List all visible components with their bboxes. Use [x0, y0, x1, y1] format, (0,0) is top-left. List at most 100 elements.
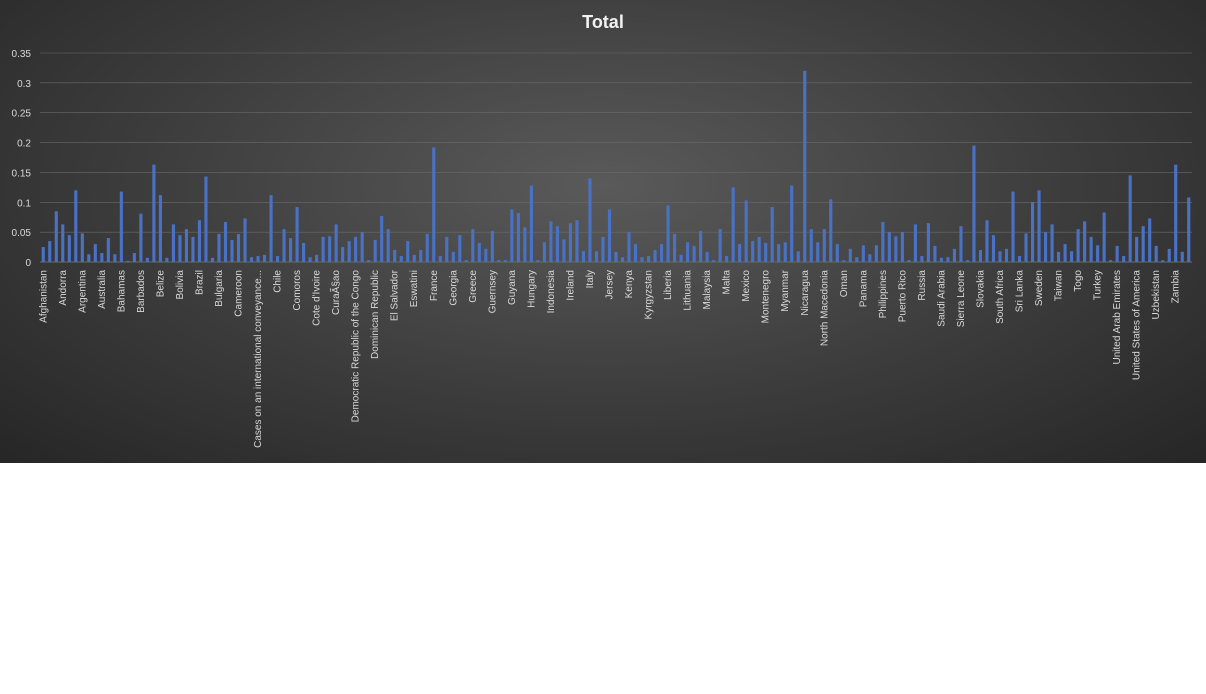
bar: [731, 187, 735, 262]
y-tick-label: 0.15: [12, 168, 32, 179]
x-tick-label: Oman: [839, 270, 850, 297]
bar: [477, 242, 481, 262]
bar: [315, 254, 319, 262]
x-tick-label: CuraÃ§ao: [329, 270, 342, 315]
bar: [926, 223, 930, 262]
x-tick-label: Barbados: [136, 270, 147, 313]
bar: [952, 248, 956, 262]
x-tick-label: Bahamas: [116, 270, 127, 312]
bar: [432, 147, 436, 262]
bar: [679, 254, 683, 262]
bar: [1174, 164, 1178, 262]
x-tick-label: Guyana: [507, 270, 518, 305]
bar: [1148, 218, 1152, 262]
bar: [1122, 256, 1126, 262]
bar: [80, 233, 84, 262]
bar: [946, 257, 950, 262]
bar: [471, 229, 475, 262]
x-tick-label: Argentina: [77, 270, 88, 313]
bar: [503, 260, 507, 262]
bar: [1024, 233, 1028, 262]
bar: [705, 251, 709, 262]
x-tick-label: Lithuania: [683, 270, 694, 311]
x-tick-label: Malta: [722, 270, 733, 295]
bar: [998, 251, 1002, 262]
bar: [1128, 175, 1132, 262]
bar: [1141, 226, 1145, 262]
bar: [119, 191, 123, 262]
bar: [445, 236, 449, 262]
bar: [959, 226, 963, 262]
x-tick-label: Russia: [917, 270, 928, 301]
x-tick-label: El Salvador: [390, 269, 401, 321]
bar: [87, 254, 91, 262]
bar: [113, 254, 117, 262]
bar-chart: 0 0.05 0.1 0.15 0.2 0.25 0.3 0.35 Afghanistan An…: [12, 49, 1192, 448]
bar: [770, 207, 774, 262]
bar: [881, 221, 885, 262]
bar: [588, 178, 592, 262]
bar: [197, 220, 202, 262]
bar: [341, 247, 345, 262]
bar: [321, 236, 325, 262]
bar: [334, 224, 338, 262]
x-tick-label: Sweden: [1034, 270, 1045, 306]
bar: [829, 199, 833, 262]
bar: [751, 241, 755, 262]
x-tick-label: Ireland: [565, 270, 576, 301]
bar: [660, 244, 664, 262]
bar: [41, 247, 45, 262]
x-tick-label: Mexico: [741, 270, 752, 302]
x-tick-label: Democratic Republic of the Congo: [351, 270, 362, 423]
x-tick-label: Bolivia: [175, 270, 186, 300]
x-tick-label: Kyrgyzstan: [644, 270, 655, 319]
bar: [269, 195, 273, 262]
x-tick-label: Guernsey: [487, 270, 498, 313]
bar: [1102, 212, 1106, 262]
x-tick-label: Jersey: [604, 270, 615, 299]
x-tick-label: Cote d'Ivoire: [312, 270, 323, 326]
bar: [894, 236, 898, 262]
x-tick-label: Myanmar: [780, 269, 791, 311]
bar: [510, 209, 514, 262]
bar: [223, 221, 228, 262]
x-tick-label: Dominican Republic: [370, 270, 381, 359]
bar: [575, 220, 579, 262]
x-tick-label: Nicaragua: [800, 270, 811, 316]
bar: [243, 218, 247, 262]
bar: [855, 257, 859, 262]
y-tick-label: 0.1: [17, 198, 31, 209]
x-tick-label: Belize: [155, 270, 166, 298]
bar: [978, 250, 983, 262]
x-tick-label: Kenya: [624, 270, 635, 299]
bar: [562, 239, 566, 262]
bar: [1011, 191, 1015, 262]
x-tick-label: Bulgaria: [214, 270, 225, 307]
bar: [249, 257, 254, 262]
bar: [302, 242, 306, 262]
bar: [607, 209, 612, 262]
bar: [516, 213, 520, 262]
bar: [386, 229, 390, 262]
bar: [399, 256, 403, 262]
bar: [542, 242, 546, 262]
bar: [256, 256, 260, 262]
bar: [380, 216, 384, 262]
x-tick-label: Montenegro: [761, 270, 772, 324]
chart-area: Total 0 0.05 0.1 0.15 0.2 0.25 0.3 0.35 Afghani…: [0, 0, 1206, 463]
bar: [490, 230, 494, 262]
x-tick-label: Afghanistan: [38, 270, 49, 323]
bar: [61, 224, 65, 262]
bar: [777, 244, 781, 262]
bar: [764, 242, 768, 262]
bar: [568, 223, 572, 262]
bar: [100, 253, 104, 262]
bar: [1057, 251, 1061, 262]
bar: [985, 220, 989, 262]
bar: [686, 242, 690, 262]
bar: [191, 236, 195, 262]
bar: [757, 236, 761, 262]
bar: [230, 239, 234, 262]
bar: [913, 224, 917, 262]
bar: [289, 238, 293, 262]
